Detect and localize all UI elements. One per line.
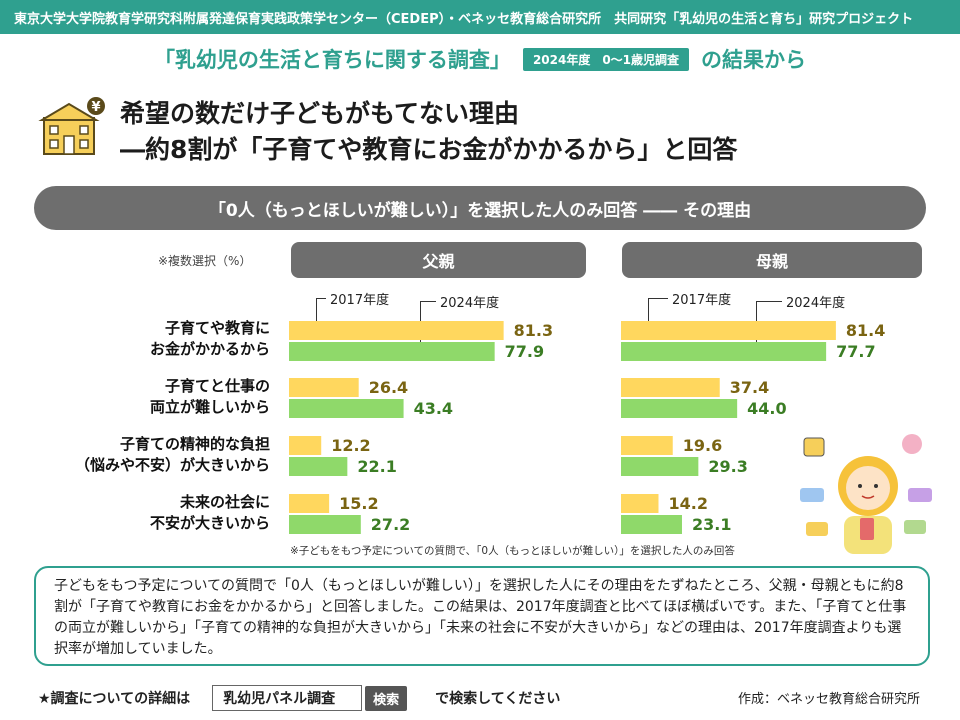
bar-mother-2024-cat2 — [621, 399, 738, 418]
panel-title-mother: 母親 — [622, 242, 922, 278]
value-label-mother-2017-cat3: 19.6 — [683, 436, 722, 455]
panel-title-father: 父親 — [291, 242, 586, 278]
value-label-mother-2017-cat4: 14.2 — [668, 494, 707, 513]
search-guide: ★調査についての詳細は 乳幼児パネル調査 検索 で検索してください — [38, 684, 560, 712]
survey-year-badge: 2024年度 0～1歳児調査 — [522, 47, 690, 71]
survey-title-row: 「乳幼児の生活と育ちに関する調査」 2024年度 0～1歳児調査 の結果から — [0, 42, 960, 76]
bar-father-2017-cat3 — [289, 436, 322, 455]
legend-2024-mother: 2024年度 — [786, 296, 846, 311]
bar-mother-2024-cat4 — [621, 515, 682, 534]
value-label-father-2017-cat3: 12.2 — [331, 436, 370, 455]
category-label-2-line1: 子育てと仕事の — [164, 377, 270, 395]
legend-2017-mother: 2017年度 — [672, 293, 732, 308]
survey-suffix: の結果から — [701, 48, 807, 72]
bar-mother-2024-cat1 — [621, 342, 827, 361]
category-label-3-line1: 子育ての精神的な負担 — [119, 435, 270, 453]
legend-line-2017-father — [316, 298, 326, 299]
search-button[interactable]: 検索 — [365, 685, 408, 711]
question-banner: 「0人（もっとほしいが難しい）」を選択した人のみ回答 ―― その理由 — [34, 186, 926, 230]
bar-father-2024-cat3 — [289, 457, 348, 476]
value-label-father-2024-cat2: 43.4 — [414, 399, 453, 418]
search-input[interactable]: 乳幼児パネル調査 — [212, 685, 363, 711]
bar-father-2017-cat4 — [289, 494, 330, 513]
bar-mother-2017-cat3 — [621, 436, 673, 455]
category-label-4: 未来の社会に 不安が大きいから — [40, 492, 270, 534]
multi-select-note: ※複数選択（%） — [158, 254, 252, 268]
category-label-2: 子育てと仕事の 両立が難しいから — [40, 376, 270, 418]
bar-father-2024-cat4 — [289, 515, 361, 534]
legend-2017-father: 2017年度 — [330, 293, 390, 308]
legend-line-2024-mother — [756, 301, 782, 302]
value-label-father-2017-cat4: 15.2 — [339, 494, 378, 513]
credit: 作成：ベネッセ教育総合研究所 — [737, 692, 920, 707]
bar-mother-2024-cat3 — [621, 457, 699, 476]
bar-father-2017-cat1 — [289, 321, 504, 340]
value-label-mother-2024-cat4: 23.1 — [692, 515, 731, 534]
value-label-mother-2017-cat2: 37.4 — [730, 378, 769, 397]
category-label-4-line1: 未来の社会に — [179, 493, 270, 511]
headline-line1: 希望の数だけ子どもがもてない理由 — [120, 99, 520, 128]
school-money-icon: ¥ — [38, 97, 105, 155]
search-guide-prefix: ★調査についての詳細は — [38, 691, 191, 707]
bar-father-2024-cat1 — [289, 342, 495, 361]
summary-box: 子どもをもつ予定についての質問で「0人（もっとほしいが難しい）」を選択した人にそ… — [34, 566, 930, 666]
legend-2024-father: 2024年度 — [440, 296, 500, 311]
legend-line-2017-mother-v — [648, 298, 649, 322]
category-label-1: 子育てや教育に お金がかかるから — [40, 318, 270, 360]
search-guide-suffix: で検索してください — [435, 691, 561, 707]
value-label-mother-2024-cat2: 44.0 — [747, 399, 786, 418]
value-label-father-2024-cat3: 22.1 — [357, 457, 396, 476]
bar-mother-2017-cat2 — [621, 378, 720, 397]
bar-mother-2017-cat1 — [621, 321, 836, 340]
survey-name: 「乳幼児の生活と育ちに関する調査」 — [153, 48, 511, 72]
value-label-mother-2024-cat1: 77.7 — [836, 342, 875, 361]
category-label-3: 子育ての精神的な負担 （悩みや不安）が大きいから — [40, 434, 270, 476]
value-label-mother-2024-cat3: 29.3 — [708, 457, 747, 476]
bar-father-2017-cat2 — [289, 378, 359, 397]
chart-footnote: ※子どもをもつ予定についての質問で、「0人（もっとほしいが難しい）」を選択した人… — [290, 545, 735, 557]
legend-line-2017-mother — [648, 298, 668, 299]
legend-line-2024-father — [420, 301, 436, 302]
value-label-mother-2017-cat1: 81.4 — [846, 321, 885, 340]
category-label-3-line2: （悩みや不安）が大きいから — [74, 456, 270, 474]
category-label-4-line2: 不安が大きいから — [149, 514, 270, 532]
legend-line-2017-father-v — [316, 298, 317, 322]
headline: 希望の数だけ子どもがもてない理由 ―約8割が「子育てや教育にお金がかかるから」と… — [120, 96, 940, 168]
mother-smartphone-illustration-icon — [800, 434, 932, 554]
bar-chart: 81.3 26.4 12.2 15.2 77.9 43.4 22.1 27.2 81.4 37.4… — [289, 321, 885, 534]
category-label-1-line1: 子育てや教育に — [164, 319, 270, 337]
value-label-father-2024-cat4: 27.2 — [371, 515, 410, 534]
svg-text:¥: ¥ — [91, 100, 100, 115]
bar-mother-2017-cat4 — [621, 494, 659, 513]
value-label-father-2024-cat1: 77.9 — [505, 342, 544, 361]
category-label-1-line2: お金がかかるから — [149, 340, 270, 358]
value-label-father-2017-cat2: 26.4 — [369, 378, 408, 397]
headline-line2: ―約8割が「子育てや教育にお金がかかるから」と回答 — [120, 135, 738, 164]
category-label-2-line2: 両立が難しいから — [149, 398, 270, 416]
value-label-father-2017-cat1: 81.3 — [514, 321, 553, 340]
top-banner: 東京大学大学院教育学研究科附属発達保育実践政策学センター（CEDEP）・ベネッセ… — [0, 0, 960, 34]
bar-father-2024-cat2 — [289, 399, 404, 418]
